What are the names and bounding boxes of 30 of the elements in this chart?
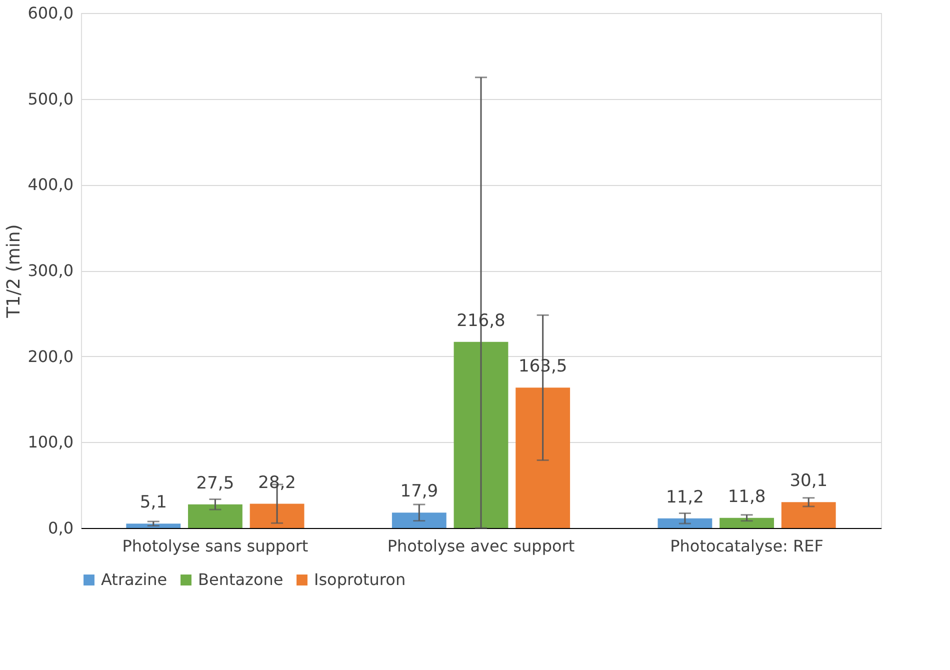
legend-label: Bentazone xyxy=(198,570,284,589)
data-label: 27,5 xyxy=(196,473,234,494)
y-tick-label: 600,0 xyxy=(28,4,74,22)
y-tick-label: 400,0 xyxy=(28,175,74,194)
data-label: 30,1 xyxy=(790,471,828,492)
bar xyxy=(781,502,836,528)
y-tick-label: 200,0 xyxy=(28,346,74,366)
data-label: 11,2 xyxy=(666,487,704,508)
y-axis-title: T1/2 (min) xyxy=(4,224,25,319)
x-tick-label: Photolyse avec support xyxy=(387,536,575,556)
bar xyxy=(454,342,508,528)
legend-label: Isoproturon xyxy=(314,570,406,589)
bar xyxy=(188,504,242,528)
bar xyxy=(516,388,570,528)
bar xyxy=(658,518,712,528)
x-tick-label: Photolyse sans support xyxy=(122,536,308,556)
x-tick-label: Photocatalyse: REF xyxy=(670,536,824,556)
y-tick-label: 300,0 xyxy=(28,261,74,280)
data-label: 11,8 xyxy=(728,486,766,507)
bar xyxy=(250,504,304,528)
bar xyxy=(126,524,181,528)
y-tick-label: 0,0 xyxy=(48,518,74,538)
y-tick-label: 500,0 xyxy=(28,89,74,108)
bar xyxy=(392,512,446,528)
data-label: 5,1 xyxy=(140,492,167,513)
bar xyxy=(720,518,774,528)
data-label: 28,2 xyxy=(258,472,296,493)
y-tick-label: 100,0 xyxy=(28,432,74,452)
data-label: 17,9 xyxy=(400,482,438,502)
legend-label: Atrazine xyxy=(101,570,168,589)
